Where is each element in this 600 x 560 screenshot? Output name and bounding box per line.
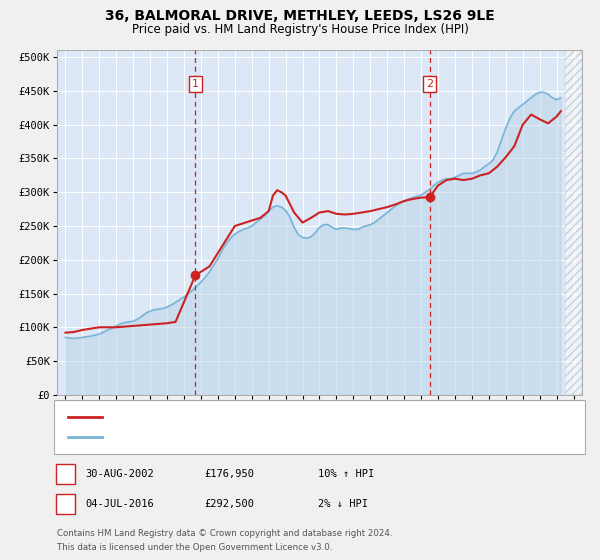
Text: 10% ↑ HPI: 10% ↑ HPI [318,469,374,479]
Text: £292,500: £292,500 [204,499,254,509]
Text: Contains HM Land Registry data © Crown copyright and database right 2024.: Contains HM Land Registry data © Crown c… [57,529,392,538]
Text: 36, BALMORAL DRIVE, METHLEY, LEEDS, LS26 9LE: 36, BALMORAL DRIVE, METHLEY, LEEDS, LS26… [105,9,495,23]
Text: 04-JUL-2016: 04-JUL-2016 [86,499,155,509]
Text: 1: 1 [192,79,199,89]
Text: 2: 2 [426,79,433,89]
Text: 1: 1 [62,469,69,479]
Text: 2: 2 [62,499,69,509]
Text: £176,950: £176,950 [204,469,254,479]
Text: 2% ↓ HPI: 2% ↓ HPI [318,499,368,509]
Text: Price paid vs. HM Land Registry's House Price Index (HPI): Price paid vs. HM Land Registry's House … [131,22,469,36]
Text: 30-AUG-2002: 30-AUG-2002 [86,469,155,479]
Text: This data is licensed under the Open Government Licence v3.0.: This data is licensed under the Open Gov… [57,543,332,552]
Text: HPI: Average price, detached house, Leeds: HPI: Average price, detached house, Leed… [108,432,349,442]
Text: 36, BALMORAL DRIVE, METHLEY, LEEDS, LS26 9LE (detached house): 36, BALMORAL DRIVE, METHLEY, LEEDS, LS26… [108,412,466,422]
